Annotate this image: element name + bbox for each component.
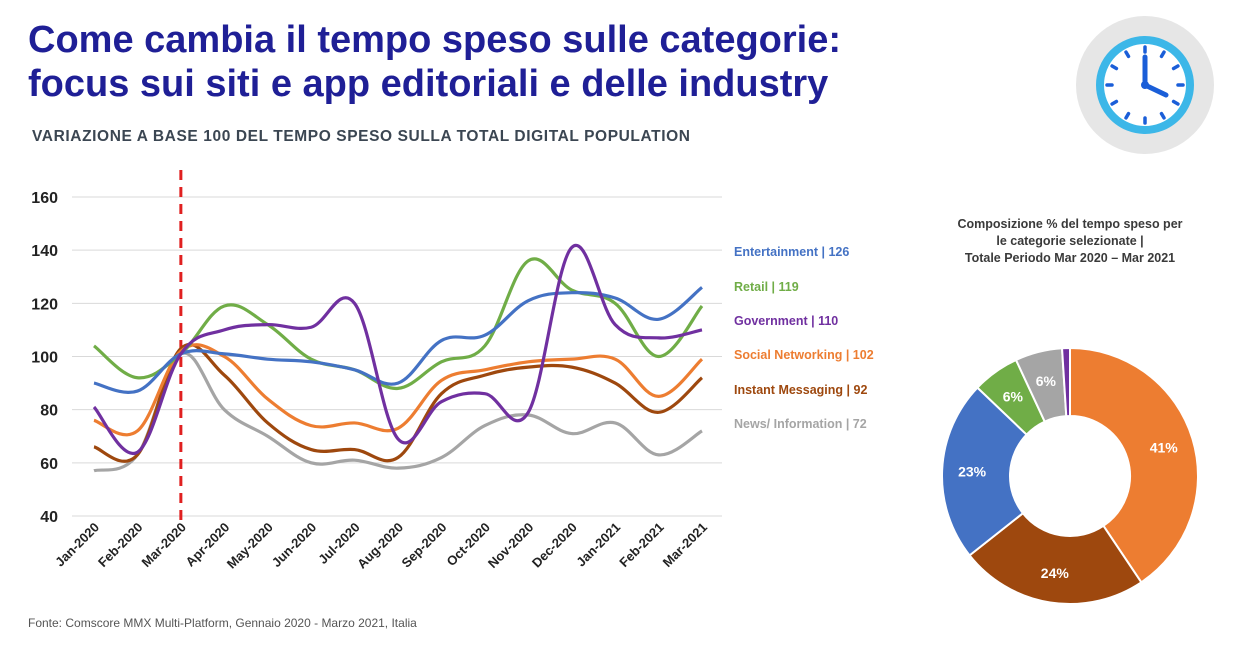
donut-slices [941, 346, 1199, 605]
donut-title-line-1: Composizione % del tempo speso per [957, 217, 1183, 231]
x-tick-label: Mar-2020 [139, 520, 189, 570]
x-tick-label: Dec-2020 [529, 520, 580, 571]
x-tick-label: Jan-2020 [52, 520, 102, 570]
legend-label-instant-messaging: Instant Messaging | 92 [734, 383, 867, 397]
legend-label-social-networking: Social Networking | 102 [734, 348, 874, 362]
donut-labels: 41% 24% 23% 6% 6% [958, 373, 1178, 581]
chart-legend: Entertainment | 126 Retail | 119 Governmen… [734, 245, 874, 431]
donut-label: 23% [958, 463, 987, 479]
donut-label: 41% [1150, 439, 1179, 455]
x-tick-label: Nov-2020 [485, 520, 536, 571]
y-tick-label: 60 [40, 456, 58, 473]
y-tick-label: 80 [40, 403, 58, 420]
series-line-government [92, 243, 703, 455]
title-line-1: Come cambia il tempo speso sulle categor… [28, 19, 842, 61]
donut-title-line-2: le categorie selezionate | [996, 234, 1144, 248]
donut-title: Composizione % del tempo speso per le ca… [930, 216, 1210, 267]
series-line-instant-messaging [93, 342, 704, 463]
x-axis-ticks: Jan-2020Feb-2020Mar-2020Apr-2020May-2020… [52, 520, 710, 572]
chart-subtitle: VARIAZIONE A BASE 100 DEL TEMPO SPESO SU… [32, 128, 691, 145]
y-tick-label: 40 [40, 509, 58, 526]
x-tick-label: Mar-2021 [660, 520, 710, 570]
legend-label-news-information: News/ Information | 72 [734, 417, 867, 431]
legend-label-government: Government | 110 [734, 314, 838, 328]
x-tick-label: Feb-2021 [616, 520, 666, 570]
series-lines [92, 243, 704, 473]
source-note: Fonte: Comscore MMX Multi-Platform, Genn… [28, 616, 417, 630]
donut-label: 6% [1036, 373, 1057, 389]
y-axis-ticks: 40 60 80 100 120 140 160 [31, 190, 58, 526]
y-tick-label: 160 [31, 190, 58, 207]
clock-icon [1076, 16, 1214, 154]
x-tick-label: Aug-2020 [354, 520, 406, 572]
y-tick-label: 140 [31, 243, 58, 260]
x-tick-label: May-2020 [224, 520, 276, 572]
legend-label-entertainment: Entertainment | 126 [734, 245, 849, 259]
y-tick-label: 100 [31, 350, 58, 367]
x-tick-label: Sep-2020 [399, 520, 450, 571]
legend-label-retail: Retail | 119 [734, 280, 799, 294]
donut-slice-government [1060, 346, 1071, 418]
title-line-2: focus sui siti e app editoriali e delle … [28, 63, 829, 105]
y-tick-label: 120 [31, 296, 58, 313]
donut-slice-instant-messaging [968, 511, 1143, 605]
donut-slice-social-networking [1069, 346, 1199, 584]
x-tick-label: Jan-2021 [573, 520, 623, 570]
donut-label: 6% [1003, 388, 1024, 404]
donut-label: 24% [1041, 565, 1070, 581]
page-title: Come cambia il tempo speso sulle categor… [28, 18, 1028, 106]
x-tick-label: Jun-2020 [269, 520, 319, 570]
donut-slice-entertainment [941, 386, 1029, 557]
donut-title-line-3: Totale Periodo Mar 2020 – Mar 2021 [964, 251, 1176, 265]
series-line-news-information [93, 351, 703, 473]
x-tick-label: Feb-2020 [95, 520, 145, 570]
donut-chart: 41% 24% 23% 6% 6% [941, 346, 1199, 605]
series-line-retail [92, 257, 704, 391]
